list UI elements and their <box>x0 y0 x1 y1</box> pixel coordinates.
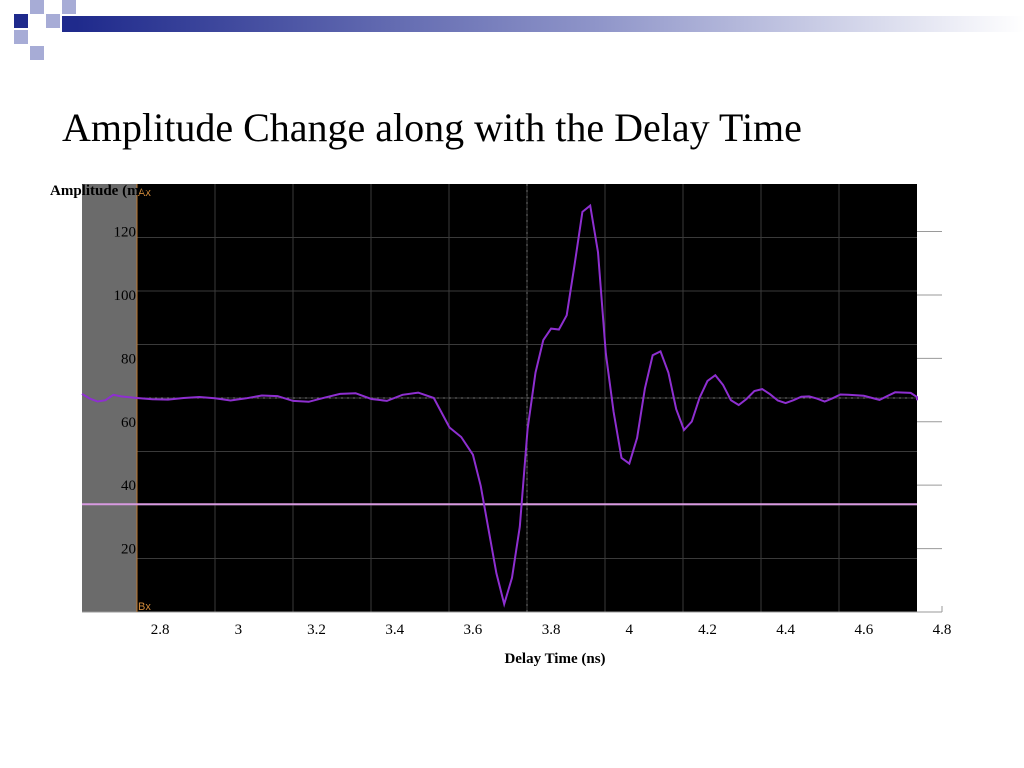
x-tick-label: 4.2 <box>698 622 717 638</box>
tick-labels: 2.8 3 3.2 3.4 3.6 3.8 4 4.2 4.4 4.6 4.8 20 40 60 80 100… <box>114 225 952 638</box>
header-square-light-2 <box>62 0 76 14</box>
x-tick-label: 4.4 <box>776 622 795 638</box>
scope-marker-top: Ax <box>138 187 151 199</box>
x-tick-label: 3 <box>235 622 243 638</box>
y-tick-label: 20 <box>121 542 136 558</box>
header-square-light-4 <box>14 30 28 44</box>
y-tick-label: 120 <box>114 225 137 241</box>
header-square-dark-1 <box>14 14 28 28</box>
x-tick-label: 3.8 <box>542 622 561 638</box>
x-tick-label: 4.8 <box>933 622 952 638</box>
y-tick-label: 100 <box>114 288 137 304</box>
slide-header-decoration <box>14 0 1024 60</box>
y-tick-label: 60 <box>121 415 136 431</box>
x-tick-label: 4.6 <box>854 622 873 638</box>
y-tick-label: 40 <box>121 478 136 494</box>
header-square-light-5 <box>30 46 44 60</box>
x-axis-title: Delay Time (ns) <box>504 651 605 667</box>
x-tick-label: 4 <box>626 622 634 638</box>
header-gradient-bar <box>76 16 1024 32</box>
header-square-light-3 <box>46 14 60 28</box>
series-line <box>81 203 918 608</box>
x-tick-label: 2.8 <box>151 622 170 638</box>
x-tick-label: 3.6 <box>464 622 483 638</box>
header-square-light-1 <box>30 0 44 14</box>
y-tick-label: 80 <box>121 351 136 367</box>
scope-marker-bottom: Bx <box>138 601 151 613</box>
x-tick-label: 3.4 <box>385 622 404 638</box>
slide-title: Amplitude Change along with the Delay Ti… <box>62 105 802 150</box>
header-square-dark-2 <box>62 16 76 32</box>
y-axis-title: Amplitude (mV) <box>50 183 155 199</box>
x-tick-label: 3.2 <box>307 622 326 638</box>
